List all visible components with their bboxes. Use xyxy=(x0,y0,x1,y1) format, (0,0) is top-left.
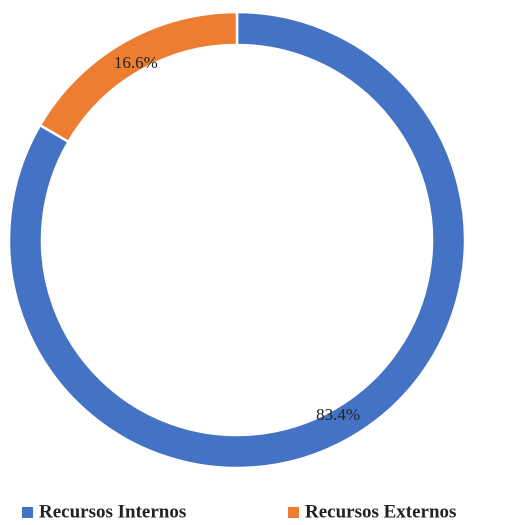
donut-segment xyxy=(38,10,239,144)
data-label: 16.6% xyxy=(114,53,158,72)
legend-label: Recursos Internos xyxy=(39,501,186,522)
donut-segment xyxy=(7,10,467,470)
legend-label: Recursos Externos xyxy=(305,501,456,522)
legend-swatch xyxy=(22,507,33,518)
legend-swatch xyxy=(288,507,299,518)
data-label: 83.4% xyxy=(316,405,360,424)
